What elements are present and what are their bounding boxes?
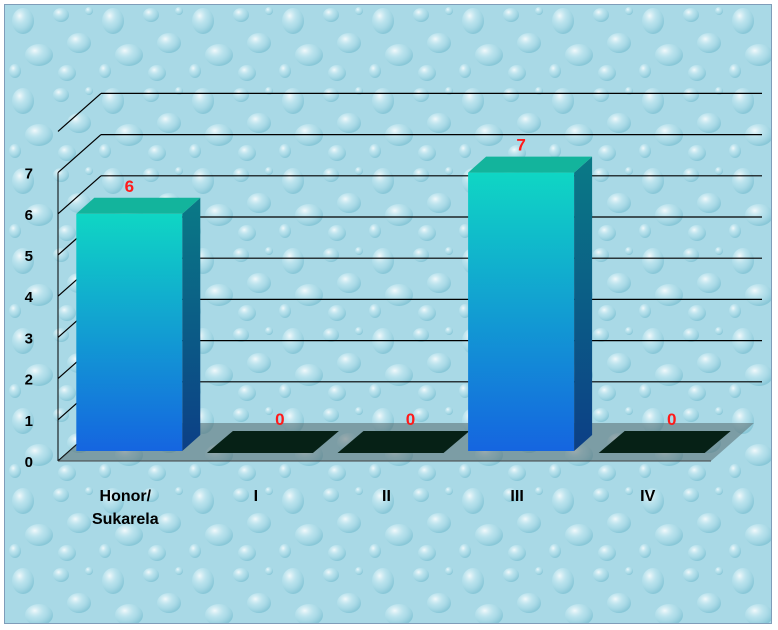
bar-empty (337, 431, 470, 453)
data-label: 0 (275, 410, 284, 429)
bar-top (468, 156, 593, 173)
axis-depth-line (57, 175, 102, 215)
bar (468, 172, 575, 451)
x-tick-label: II (382, 488, 391, 505)
y-tick-label: 1 (25, 413, 33, 430)
bar-empty (206, 431, 339, 453)
x-tick-label: I (254, 488, 258, 505)
y-tick-label: 3 (25, 330, 33, 347)
x-tick-label: Honor/ (100, 488, 152, 505)
axis-depth-line (57, 92, 102, 132)
y-tick-label: 2 (25, 372, 33, 389)
y-tick-label: 7 (25, 166, 33, 183)
y-tick-label: 0 (25, 454, 33, 471)
bar-empty (598, 431, 731, 453)
chart-frame: 0 1 2 3 4 5 6 7 6 Honor/Sukarela 0 I 0 II 7 III 0 IV (4, 4, 772, 624)
bar (76, 213, 183, 451)
bar-side (574, 156, 593, 451)
data-label: 0 (406, 410, 415, 429)
data-label: 6 (125, 177, 134, 196)
axis-depth-line (57, 134, 102, 174)
y-tick-label: 6 (25, 207, 33, 224)
y-tick-label: 5 (25, 248, 33, 265)
plot-area: 0 1 2 3 4 5 6 7 6 Honor/Sukarela 0 I 0 II 7 III 0 IV (25, 92, 762, 528)
y-tick-label: 4 (25, 289, 34, 306)
data-label: 0 (667, 410, 676, 429)
x-tick-label: Sukarela (92, 511, 159, 528)
bar-top (76, 197, 201, 214)
chart-canvas: 0 1 2 3 4 5 6 7 6 Honor/Sukarela 0 I 0 II 7 III 0 IV (5, 5, 771, 623)
x-tick-label: IV (640, 488, 655, 505)
data-label: 7 (516, 136, 525, 155)
bar-side (182, 197, 201, 451)
x-tick-label: III (510, 488, 523, 505)
